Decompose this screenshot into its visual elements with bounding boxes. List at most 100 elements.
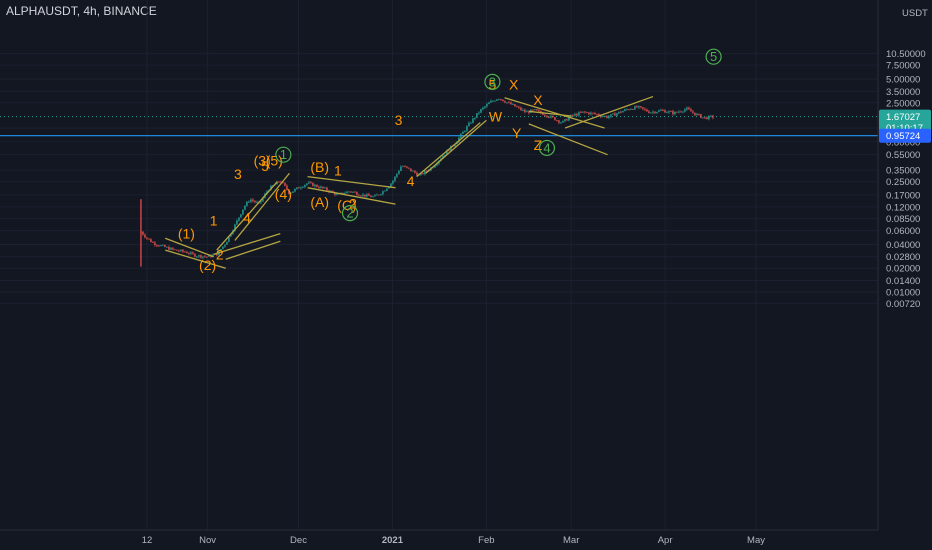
candle — [160, 244, 162, 247]
candle-body — [396, 173, 398, 177]
candle-body — [610, 114, 612, 117]
candle-body — [292, 191, 294, 193]
candle — [668, 110, 670, 114]
candle-body — [668, 111, 670, 113]
grid — [0, 0, 878, 530]
candle-body — [208, 255, 210, 257]
candle-body — [358, 194, 360, 196]
candle — [510, 101, 512, 105]
y-tick-label: 0.08500 — [886, 214, 920, 225]
candle-body — [616, 113, 618, 116]
candle-body — [702, 117, 704, 119]
wave-label: 1 — [210, 212, 218, 228]
candle-body — [192, 252, 194, 254]
candle — [360, 194, 362, 197]
candle-body — [282, 182, 284, 183]
candle — [692, 109, 694, 114]
candle — [314, 183, 316, 188]
candle — [384, 190, 386, 192]
candle — [522, 108, 524, 112]
candle — [550, 115, 552, 119]
candle-body — [260, 201, 262, 203]
candle-body — [390, 183, 392, 187]
candle-body — [520, 107, 522, 110]
candle — [350, 191, 352, 193]
candle-body — [156, 244, 158, 246]
candle-body — [686, 107, 688, 110]
candle-body — [646, 109, 648, 112]
candle-body — [184, 251, 186, 253]
y-tick-label: 10.50000 — [886, 49, 926, 60]
candle — [562, 120, 564, 123]
candle — [536, 108, 538, 111]
candle-body — [712, 115, 714, 118]
candle-body — [386, 188, 388, 191]
candle — [514, 104, 516, 107]
candle — [610, 114, 612, 119]
candle-body — [492, 100, 494, 102]
candle — [154, 240, 156, 247]
candle — [184, 250, 186, 253]
candle — [290, 192, 292, 195]
candle — [406, 166, 408, 169]
candle-body — [710, 115, 712, 117]
candle-body — [540, 111, 542, 113]
candle — [424, 169, 426, 176]
candle-body — [594, 113, 596, 114]
candle — [576, 112, 578, 116]
candle — [176, 249, 178, 251]
candle-body — [422, 173, 424, 175]
wave-label: (3) — [254, 153, 271, 169]
candle-body — [462, 131, 464, 134]
candle — [640, 105, 642, 109]
candle-body — [352, 191, 354, 193]
y-tick-label: 7.50000 — [886, 61, 920, 72]
candle — [604, 115, 606, 117]
y-tick-label: 0.25000 — [886, 177, 920, 188]
candle — [622, 110, 624, 113]
candle — [302, 186, 304, 189]
candle — [244, 205, 246, 211]
candle-body — [676, 111, 678, 113]
channel-lines[interactable] — [164, 95, 654, 269]
y-tick-label: 0.80000 — [886, 137, 920, 148]
candle-body — [312, 182, 314, 187]
candle-body — [284, 182, 286, 186]
candle — [408, 167, 410, 170]
candle-body — [164, 245, 166, 247]
candle-body — [340, 192, 342, 194]
candle — [556, 119, 558, 122]
candle — [480, 108, 482, 114]
y-axis[interactable]: 10.500007.500005.000003.500002.500001.20… — [877, 0, 932, 550]
candle-body — [632, 109, 634, 110]
candle — [524, 108, 526, 114]
candle-body — [604, 116, 606, 117]
candle-body — [688, 107, 690, 110]
candle — [192, 251, 194, 255]
candle-body — [700, 114, 702, 118]
candle — [202, 256, 204, 260]
candle — [468, 121, 470, 127]
candle — [594, 111, 596, 115]
candle — [676, 111, 678, 113]
wave-label: 4 — [407, 173, 415, 189]
candle — [520, 106, 522, 111]
candle — [566, 118, 568, 121]
channel-line — [425, 119, 487, 174]
x-axis[interactable]: 12 Nov Dec 2021 Feb Mar Apr May — [0, 529, 878, 546]
candle-body — [500, 99, 502, 100]
candle — [412, 170, 414, 172]
candle — [690, 107, 692, 112]
candle — [586, 111, 588, 114]
candle-body — [642, 107, 644, 109]
candle — [670, 110, 672, 113]
candle-body — [446, 150, 448, 155]
candle-body — [552, 115, 554, 118]
candle — [372, 195, 374, 198]
candle-body — [230, 234, 232, 237]
wave-label: 5 — [261, 158, 269, 174]
candle — [552, 115, 554, 118]
candle — [614, 112, 616, 116]
